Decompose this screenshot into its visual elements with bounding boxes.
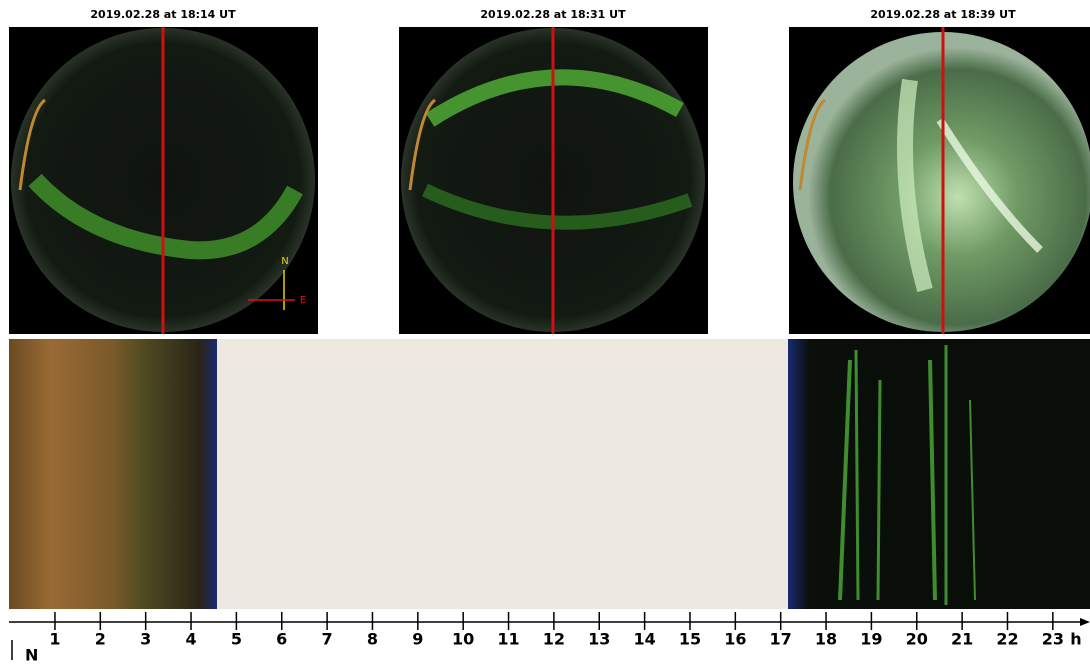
tick-label: 14 <box>633 630 655 649</box>
direction-label: N <box>25 646 38 665</box>
glare <box>18 98 46 191</box>
tick-label: 5 <box>231 630 242 649</box>
tick-label: 22 <box>996 630 1018 649</box>
tick-label: 13 <box>588 630 610 649</box>
compass-east: E <box>300 295 306 306</box>
tick-label: 12 <box>543 630 565 649</box>
tick-label: 16 <box>724 630 746 649</box>
keogram-segment <box>9 339 217 609</box>
tick-label: 6 <box>276 630 287 649</box>
tick-label: 2 <box>95 630 106 649</box>
axis-unit: h <box>1070 630 1081 649</box>
axis-arrow <box>1080 618 1090 626</box>
keogram-segment <box>788 339 1090 609</box>
aurora-band <box>936 117 1043 253</box>
tick-label: 8 <box>367 630 378 649</box>
keogram-empty <box>217 339 788 609</box>
tick-label: 20 <box>906 630 928 649</box>
tick-label: 21 <box>951 630 973 649</box>
panel-1: N E <box>9 27 318 334</box>
time-axis: N h <box>9 618 1090 665</box>
tick-label: 15 <box>679 630 701 649</box>
panel-3 <box>789 27 1090 334</box>
panel-title: 2019.02.28 at 18:31 UT <box>480 8 626 21</box>
keogram <box>9 339 1090 609</box>
panel-title: 2019.02.28 at 18:39 UT <box>870 8 1016 21</box>
glare <box>408 98 436 191</box>
keogram-aurora <box>838 345 976 605</box>
glare <box>798 98 826 191</box>
tick-label: 7 <box>322 630 333 649</box>
tick-label: 18 <box>815 630 837 649</box>
tick-label: 17 <box>770 630 792 649</box>
panel-title: 2019.02.28 at 18:14 UT <box>90 8 236 21</box>
tick-label: 1 <box>49 630 60 649</box>
tick-label: 10 <box>452 630 474 649</box>
compass-north: N <box>281 256 288 267</box>
tick-label: 23 <box>1042 630 1064 649</box>
aurora-band <box>897 78 933 293</box>
tick-label: 9 <box>412 630 423 649</box>
tick-label: 19 <box>860 630 882 649</box>
panel-2 <box>399 27 708 334</box>
tick-label: 4 <box>185 630 196 649</box>
tick-label: 3 <box>140 630 151 649</box>
tick-label: 11 <box>497 630 519 649</box>
aurora-band <box>28 173 303 260</box>
